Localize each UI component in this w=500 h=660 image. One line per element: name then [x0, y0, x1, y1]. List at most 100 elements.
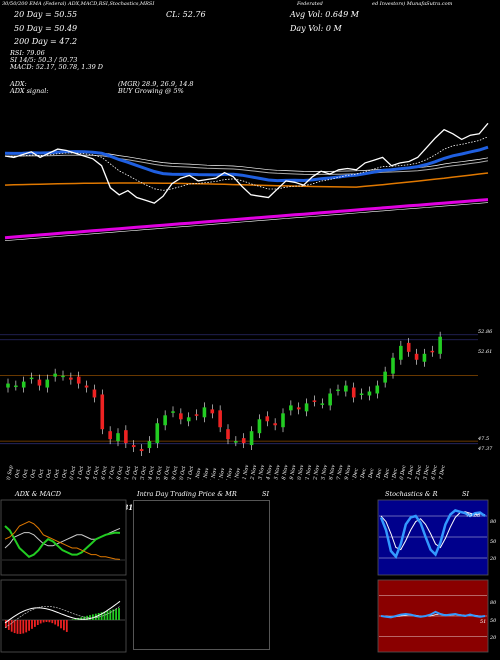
date-tick-label: 14 Oct: [84, 465, 93, 480]
candle-body: [399, 345, 403, 360]
date-tick-label: 8 Oct: [53, 468, 61, 480]
candle-body: [430, 350, 435, 353]
ema20-line: [4, 145, 489, 183]
date-tick-label: 25 Nov: [320, 464, 329, 480]
macd-hist-bar: [16, 620, 19, 634]
date-tick-label: 22 Oct: [131, 465, 140, 480]
candle-body: [194, 414, 199, 416]
mrsi-line: [380, 610, 486, 619]
macd-hist-bar: [5, 620, 7, 628]
macd-hist-bar: [42, 620, 45, 623]
macd-hist-bar: [28, 620, 30, 631]
intraday-panel-title: Intra Day Trading Price & MR: [137, 490, 237, 498]
candle-body: [438, 336, 442, 354]
rsi-label: RSI: 79.06: [10, 49, 45, 57]
stoch-panel-title-b: SI: [462, 490, 470, 498]
date-tick-label: 12 Dec: [414, 465, 423, 480]
date-tick-label: 27 Nov: [335, 464, 344, 480]
date-tick-label: 18 Oct: [116, 465, 125, 480]
date-tick-label: 11 Nov: [241, 464, 250, 480]
date-tick-label: 22 Nov: [312, 464, 321, 480]
ema50-label: 50 Day = 50.49: [14, 24, 78, 33]
orange-line: [4, 172, 489, 188]
macd-hist-bar: [19, 620, 22, 634]
candle-body: [100, 394, 105, 430]
date-tick-label: 30 Sep: [6, 464, 15, 480]
candle-body: [422, 353, 427, 362]
adx-label: ADX:: [10, 80, 27, 88]
plus-di-line: [4, 525, 121, 558]
macd-hist-bar: [112, 609, 115, 620]
date-tick-label: 15 Nov: [273, 464, 282, 480]
macd-hist-bar: [31, 620, 33, 629]
candle-body: [147, 441, 152, 449]
close-price-line: [4, 122, 489, 204]
date-tick-label: 4 Nov: [202, 467, 211, 480]
macd-hist-bar: [115, 608, 117, 620]
candle-axis-label-2: 52.61: [478, 349, 493, 355]
date-tick-label: 17 Oct: [108, 465, 117, 480]
macd-hist-bar: [39, 620, 42, 624]
header-title-right-b: ed Investors) MunafaSutra.com: [372, 1, 453, 7]
candle-body: [124, 430, 128, 444]
candle-body: [108, 431, 112, 440]
macd-signal-line: [4, 605, 121, 629]
date-tick-label: 3 Oct: [29, 468, 37, 480]
candle-body: [304, 403, 309, 412]
candle-body: [375, 385, 380, 394]
candle-body: [116, 433, 120, 442]
date-tick-label: 29 Oct: [170, 465, 179, 480]
candle-body: [155, 423, 160, 444]
date-tick-label: 1 Nov: [194, 467, 203, 480]
date-tick-label: 31 Oct: [186, 465, 195, 480]
candle-body: [6, 383, 10, 388]
candle-body: [218, 410, 222, 428]
ema200-line: [4, 198, 489, 240]
macd-hist-bar: [97, 613, 100, 620]
macd-hist-bar: [63, 620, 65, 631]
date-tick-label: 5 Dec: [375, 468, 383, 480]
candle-body: [344, 385, 348, 392]
date-tick-label: 2 Oct: [21, 468, 30, 480]
candle-body: [296, 407, 301, 410]
macd-hist-bar: [34, 620, 36, 627]
candle-body: [69, 377, 73, 380]
adx-panel-title: ADX & MACD: [15, 490, 61, 498]
candle-body: [37, 379, 42, 386]
close-value: CL: 52.76: [166, 10, 206, 19]
candle-axis-label-1: 52.86: [478, 329, 493, 335]
date-tick-label: 9 Oct: [61, 468, 69, 480]
macd-hist-bar: [80, 617, 83, 620]
date-tick-label: 13 Nov: [257, 464, 266, 480]
date-tick-label: 12 Nov: [249, 464, 258, 480]
macd-hist-bar: [103, 611, 106, 620]
stoch-tick-20: 20: [490, 556, 497, 562]
date-tick-label: 16 Oct: [100, 465, 109, 480]
date-tick-label: 3 Dec: [359, 468, 367, 480]
date-tick-label: 20 Nov: [296, 464, 305, 480]
mrsi-signal-line: [381, 613, 485, 618]
stoch-tick-80: 80: [490, 519, 497, 525]
date-tick-label: 8 Nov: [233, 467, 242, 480]
candle-body: [414, 353, 419, 360]
macd-hist-bar: [25, 620, 28, 633]
candle-body: [202, 407, 207, 418]
candle-axis-label-3: 47.5: [478, 436, 490, 442]
date-tick-label: 4 Dec: [367, 468, 376, 480]
date-tick-label: 11 Dec: [406, 465, 415, 480]
macd-hist-bar: [51, 620, 54, 624]
date-tick-label: 7 Nov: [226, 467, 235, 480]
macd-hist-bar: [89, 615, 91, 620]
macd-hist-bar: [22, 620, 25, 634]
macd-hist-bar: [54, 620, 57, 625]
macd-hist-bar: [74, 618, 77, 620]
candle-body: [163, 415, 167, 426]
date-tick-label: 6 Dec: [383, 468, 391, 480]
macd-hist-bar: [57, 620, 59, 627]
short-ema-line: [4, 136, 489, 191]
macd-line: [4, 600, 121, 624]
date-tick-label: 19 Nov: [288, 464, 297, 480]
macd-hist-bar: [71, 619, 74, 620]
date-tick-label: 10 Dec: [398, 465, 407, 480]
macd-hist-bar: [13, 620, 16, 634]
